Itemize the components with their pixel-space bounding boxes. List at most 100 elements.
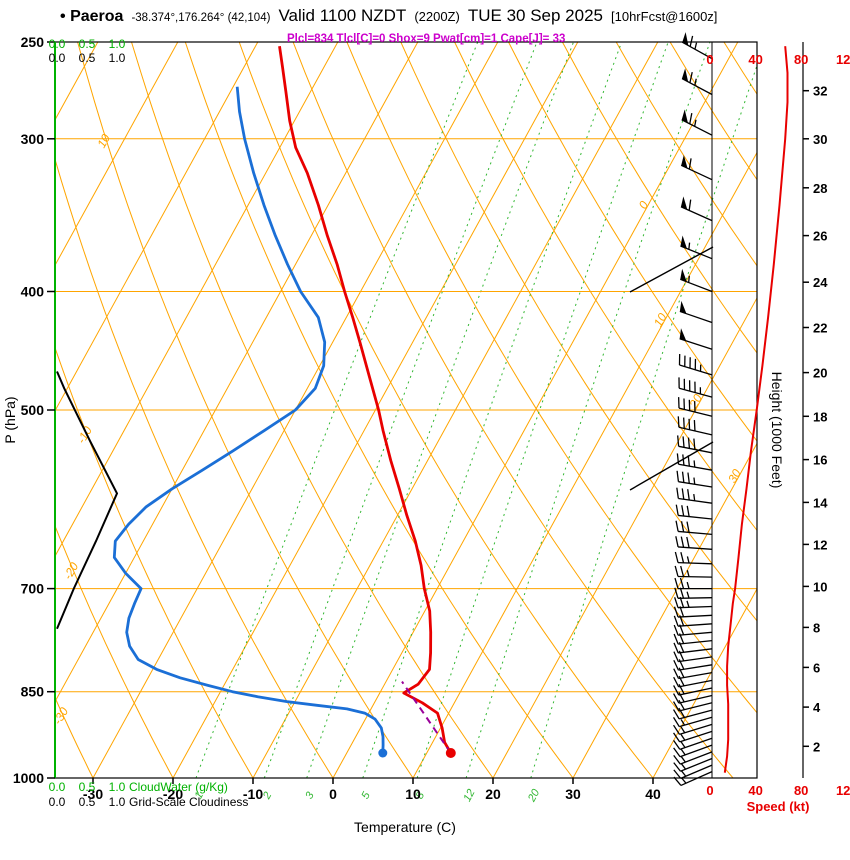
wind-barb bbox=[681, 68, 713, 96]
svg-text:1.0: 1.0 bbox=[109, 37, 126, 51]
station-label: Paeroa bbox=[70, 8, 124, 25]
svg-text:8: 8 bbox=[813, 620, 820, 635]
svg-text:28: 28 bbox=[813, 181, 827, 196]
valid-time-utc: (2200Z) bbox=[414, 9, 460, 24]
svg-text:5: 5 bbox=[359, 789, 373, 801]
station-bullet-icon: • bbox=[60, 8, 66, 25]
wind-barb bbox=[673, 744, 713, 758]
svg-text:300: 300 bbox=[21, 131, 45, 147]
svg-text:20: 20 bbox=[813, 366, 827, 381]
svg-text:2: 2 bbox=[813, 739, 820, 754]
svg-text:0.5: 0.5 bbox=[79, 795, 96, 809]
forecast-note: [10hrFcst@1600z] bbox=[611, 9, 718, 24]
svg-text:0.0: 0.0 bbox=[49, 51, 66, 65]
svg-text:8: 8 bbox=[414, 789, 428, 801]
svg-text:120: 120 bbox=[836, 52, 850, 67]
svg-text:1: 1 bbox=[193, 790, 206, 801]
svg-text:30: 30 bbox=[813, 132, 827, 147]
svg-text:1.0: 1.0 bbox=[109, 795, 126, 809]
wind-barb bbox=[673, 730, 713, 743]
svg-text:30: 30 bbox=[565, 786, 581, 802]
divider-line bbox=[629, 246, 714, 293]
svg-text:2: 2 bbox=[260, 790, 274, 802]
wind-barb bbox=[673, 751, 713, 765]
svg-text:0: 0 bbox=[329, 786, 337, 802]
wind-barb bbox=[673, 723, 713, 735]
valid-time: Valid 1100 NZDT bbox=[278, 6, 407, 25]
svg-text:32: 32 bbox=[813, 84, 827, 99]
wind-barb bbox=[674, 565, 713, 578]
dewpoint-curve bbox=[112, 86, 385, 754]
wind-barb bbox=[677, 397, 713, 417]
station-coordinates: -38.374°,176.264° (42,104) bbox=[131, 12, 271, 24]
svg-text:6: 6 bbox=[813, 660, 820, 675]
svg-text:14: 14 bbox=[813, 495, 828, 510]
svg-text:3: 3 bbox=[303, 789, 317, 801]
pressure-axis: 250 300 400 500 700 850 1000 P (hPa) bbox=[2, 34, 55, 786]
station-name: • Paeroa bbox=[60, 8, 123, 26]
title-row: • Paeroa -38.374°,176.264° (42,104) Vali… bbox=[0, 6, 850, 26]
svg-text:0.5: 0.5 bbox=[79, 37, 96, 51]
speed-axis-title: Speed (kt) bbox=[747, 799, 810, 814]
wind-barb bbox=[673, 771, 713, 787]
parcel-path bbox=[401, 681, 452, 754]
svg-text:40: 40 bbox=[748, 783, 762, 798]
svg-text:40: 40 bbox=[748, 52, 762, 67]
height-axis-title: Height (1000 Feet) bbox=[769, 372, 785, 489]
pressure-axis-title: P (hPa) bbox=[2, 396, 18, 443]
svg-text:-10: -10 bbox=[243, 786, 263, 802]
cloudwater-axis-title: CloudWater (g/Kg) bbox=[129, 780, 228, 794]
svg-text:10: 10 bbox=[94, 131, 113, 150]
wind-barb bbox=[675, 520, 713, 536]
wind-barb bbox=[677, 416, 713, 436]
svg-text:0.5: 0.5 bbox=[79, 51, 96, 65]
wind-barb bbox=[681, 109, 713, 136]
svg-text:26: 26 bbox=[813, 229, 827, 244]
svg-text:80: 80 bbox=[794, 783, 808, 798]
svg-text:20: 20 bbox=[525, 787, 542, 805]
svg-text:1.0: 1.0 bbox=[109, 51, 126, 65]
sounding-curves bbox=[56, 45, 456, 758]
svg-text:80: 80 bbox=[794, 52, 808, 67]
wind-barb bbox=[680, 154, 713, 181]
mixing-ratio-labels: 1 2 3 5 8 12 20 bbox=[193, 787, 543, 805]
wind-barbs bbox=[672, 32, 713, 787]
wind-barb bbox=[680, 196, 713, 222]
svg-text:1000: 1000 bbox=[13, 770, 44, 786]
svg-text:12: 12 bbox=[461, 787, 477, 803]
svg-text:120: 120 bbox=[836, 783, 850, 798]
svg-text:0: 0 bbox=[706, 52, 713, 67]
wind-barb bbox=[676, 453, 713, 471]
svg-text:0.0: 0.0 bbox=[49, 780, 66, 794]
valid-date: TUE 30 Sep 2025 bbox=[467, 6, 603, 25]
svg-text:10: 10 bbox=[651, 311, 670, 330]
svg-text:20: 20 bbox=[485, 786, 501, 802]
wind-barb bbox=[673, 692, 713, 704]
sounding-parameters: Plcl=834 Tlcl[C]=0 Shox=9 Pwat[cm]=1 Cap… bbox=[287, 33, 566, 45]
svg-text:24: 24 bbox=[813, 275, 828, 290]
wind-barb bbox=[678, 354, 713, 376]
wind-barb bbox=[674, 551, 713, 565]
cloudiness-curve bbox=[56, 371, 119, 630]
wind-barb bbox=[676, 470, 713, 488]
wind-barb bbox=[673, 737, 713, 750]
svg-text:500: 500 bbox=[21, 402, 45, 418]
svg-text:4: 4 bbox=[813, 700, 821, 715]
wind-barb bbox=[673, 764, 713, 779]
svg-text:0.5: 0.5 bbox=[79, 780, 96, 794]
wind-barb bbox=[674, 587, 713, 599]
svg-text:22: 22 bbox=[813, 320, 827, 335]
wind-barb bbox=[675, 536, 713, 550]
wind-barb bbox=[675, 504, 713, 520]
cloud-scale-labels: 0.00.00.00.00.50.50.50.51.01.01.01.0Clou… bbox=[49, 37, 249, 809]
wind-speed-curve bbox=[723, 46, 789, 773]
mixing-ratio-lines bbox=[195, 42, 757, 778]
wind-barb bbox=[672, 716, 713, 728]
svg-text:16: 16 bbox=[813, 453, 827, 468]
svg-text:20: 20 bbox=[686, 392, 705, 412]
svg-text:10: 10 bbox=[813, 579, 827, 594]
wind-barb bbox=[680, 235, 713, 260]
svg-text:10: 10 bbox=[405, 786, 421, 802]
